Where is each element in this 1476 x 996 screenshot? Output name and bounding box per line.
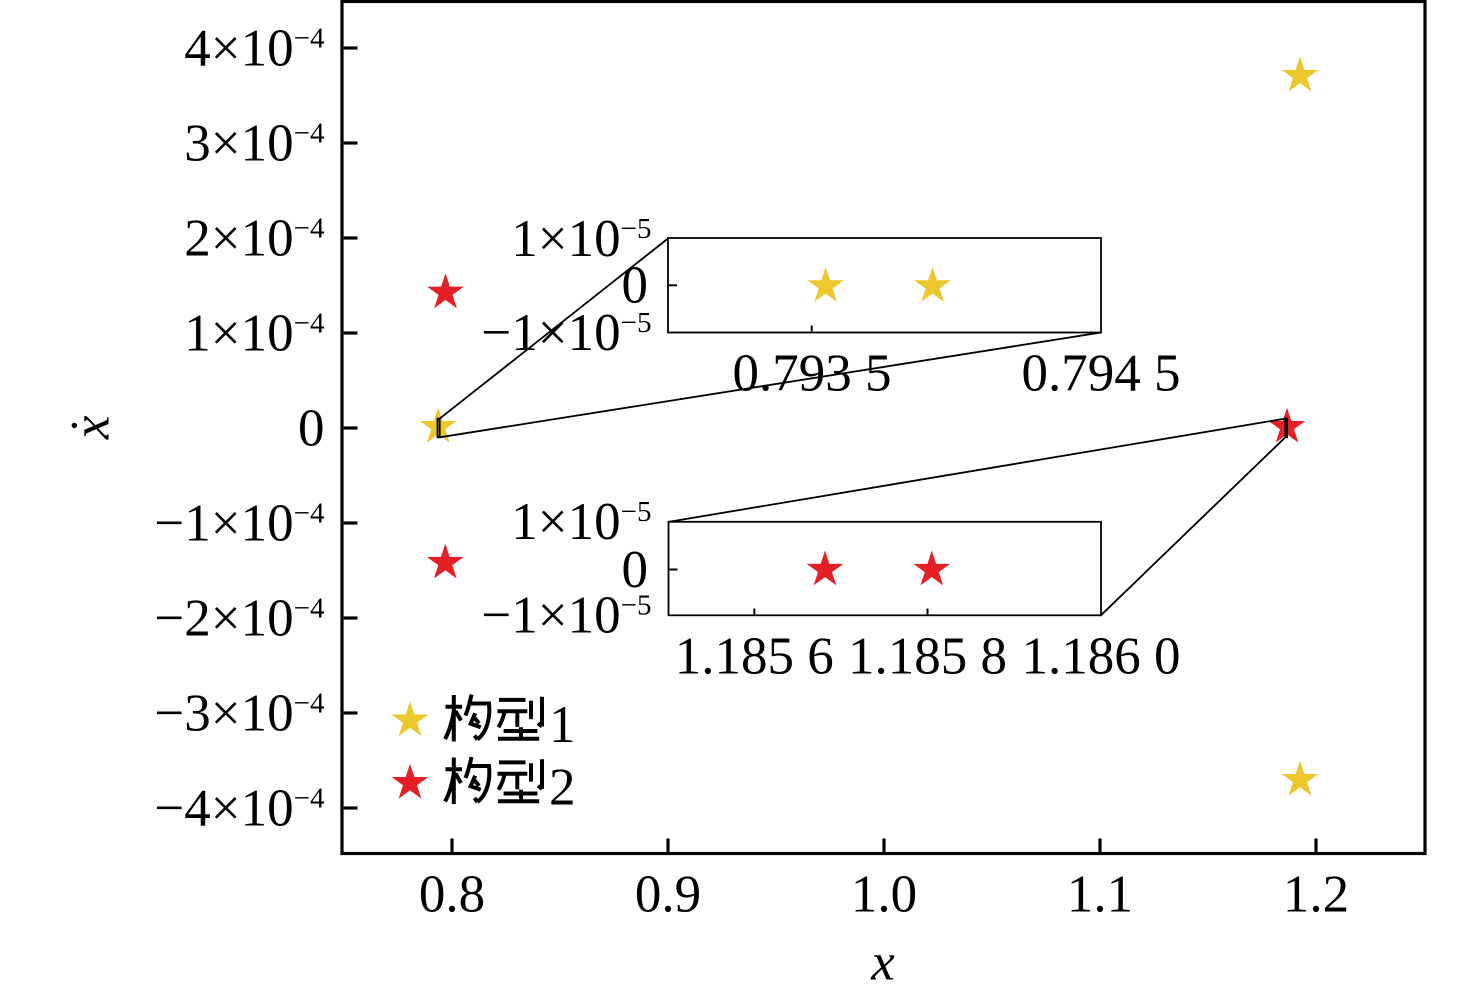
svg-text:0.794 5: 0.794 5 xyxy=(1022,344,1181,402)
svg-text:2: 2 xyxy=(549,759,576,817)
svg-text:4×10−4: 4×10−4 xyxy=(184,19,325,77)
svg-text:0: 0 xyxy=(298,399,325,457)
svg-text:3×10−4: 3×10−4 xyxy=(184,114,325,172)
svg-text:0: 0 xyxy=(622,257,649,315)
svg-text:−1×10−4: −1×10−4 xyxy=(154,494,325,552)
svg-text:0.793 5: 0.793 5 xyxy=(733,344,892,402)
svg-text:−3×10−4: −3×10−4 xyxy=(154,684,325,742)
svg-text:0.8: 0.8 xyxy=(419,866,485,924)
svg-text:x: x xyxy=(870,934,895,992)
svg-text:−2×10−4: −2×10−4 xyxy=(154,589,325,647)
svg-text:1.185 6: 1.185 6 xyxy=(675,627,834,685)
svg-text:1.185 8: 1.185 8 xyxy=(848,627,1007,685)
svg-text:2×10−4: 2×10−4 xyxy=(184,209,325,267)
svg-text:0: 0 xyxy=(622,541,649,599)
svg-text:1×10−4: 1×10−4 xyxy=(184,304,325,362)
svg-text:−4×10−4: −4×10−4 xyxy=(154,779,325,837)
svg-text:1.2: 1.2 xyxy=(1283,866,1349,924)
svg-text:−1×10−5: −1×10−5 xyxy=(481,304,651,362)
svg-text:1.1: 1.1 xyxy=(1067,866,1133,924)
svg-text:0.9: 0.9 xyxy=(635,866,701,924)
svg-text:−1×10−5: −1×10−5 xyxy=(481,587,651,645)
svg-text:1.0: 1.0 xyxy=(851,866,917,924)
svg-text:x: x xyxy=(63,415,121,440)
svg-text:1.186 0: 1.186 0 xyxy=(1022,627,1181,685)
svg-text:1: 1 xyxy=(549,696,576,754)
